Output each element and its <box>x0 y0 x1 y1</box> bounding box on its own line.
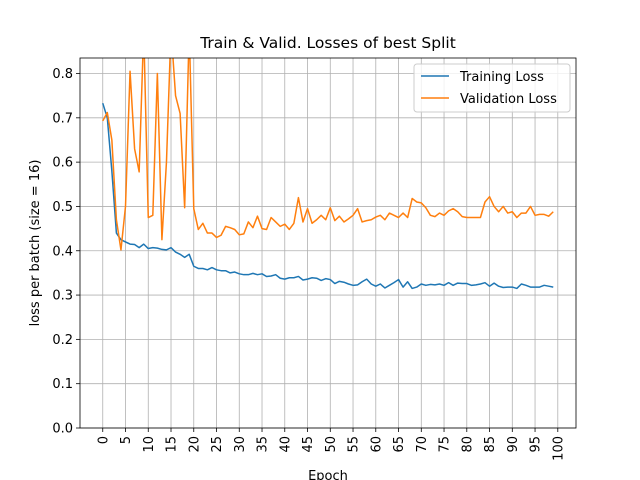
y-tick-label: 0.3 <box>52 289 73 304</box>
x-tick-label: 0 <box>96 436 111 444</box>
series-group <box>102 58 554 290</box>
legend-label-training: Training Loss <box>459 70 544 85</box>
legend-box <box>413 63 571 113</box>
x-tick-label: 90 <box>506 436 521 453</box>
x-tick-label: 80 <box>460 436 475 453</box>
x-tick-label: 30 <box>233 436 248 453</box>
x-axis-ticks: 0 5 10 15 20 25 30 35 40 45 50 55 60 65 70 75 80 85 90 95 10… <box>96 428 566 461</box>
training-loss-line <box>102 102 554 290</box>
x-tick-label: 60 <box>369 436 384 453</box>
validation-loss-line <box>102 58 554 251</box>
x-tick-label: 45 <box>301 436 316 453</box>
x-tick-label: 85 <box>483 436 498 453</box>
y-tick-label: 0.6 <box>52 156 73 171</box>
y-axis-ticks: 0.0 0.1 0.2 0.3 0.4 0.5 0.6 0.7 0.8 <box>52 67 80 437</box>
y-tick-label: 0.5 <box>52 200 73 215</box>
x-tick-label: 70 <box>415 436 430 453</box>
x-tick-label: 100 <box>551 436 566 461</box>
y-tick-label: 0.2 <box>52 333 73 348</box>
x-tick-label: 55 <box>347 436 362 453</box>
legend-label-validation: Validation Loss <box>460 92 557 107</box>
x-tick-label: 35 <box>256 436 271 453</box>
x-tick-label: 50 <box>324 436 339 453</box>
x-tick-label: 65 <box>392 436 407 453</box>
legend: Training Loss Validation Loss <box>413 63 571 113</box>
x-tick-label: 95 <box>529 436 544 453</box>
plot-area <box>80 58 576 428</box>
x-tick-label: 75 <box>438 436 453 453</box>
x-tick-label: 40 <box>278 436 293 453</box>
x-tick-label: 20 <box>187 436 202 453</box>
plot-frame <box>79 57 577 429</box>
y-tick-label: 0.1 <box>52 377 73 392</box>
x-tick-label: 5 <box>119 436 134 444</box>
y-tick-label: 0.0 <box>52 422 73 437</box>
x-tick-label: 10 <box>142 436 157 453</box>
x-tick-label: 15 <box>165 436 180 453</box>
x-tick-label: 25 <box>210 436 225 453</box>
x-axis-label: Epoch <box>308 469 348 480</box>
y-tick-label: 0.8 <box>52 67 73 82</box>
y-tick-label: 0.7 <box>52 111 73 126</box>
y-tick-label: 0.4 <box>52 244 73 259</box>
chart-title: Train & Valid. Losses of best Split <box>199 34 456 52</box>
y-axis-label: loss per batch (size = 16) <box>28 160 43 327</box>
